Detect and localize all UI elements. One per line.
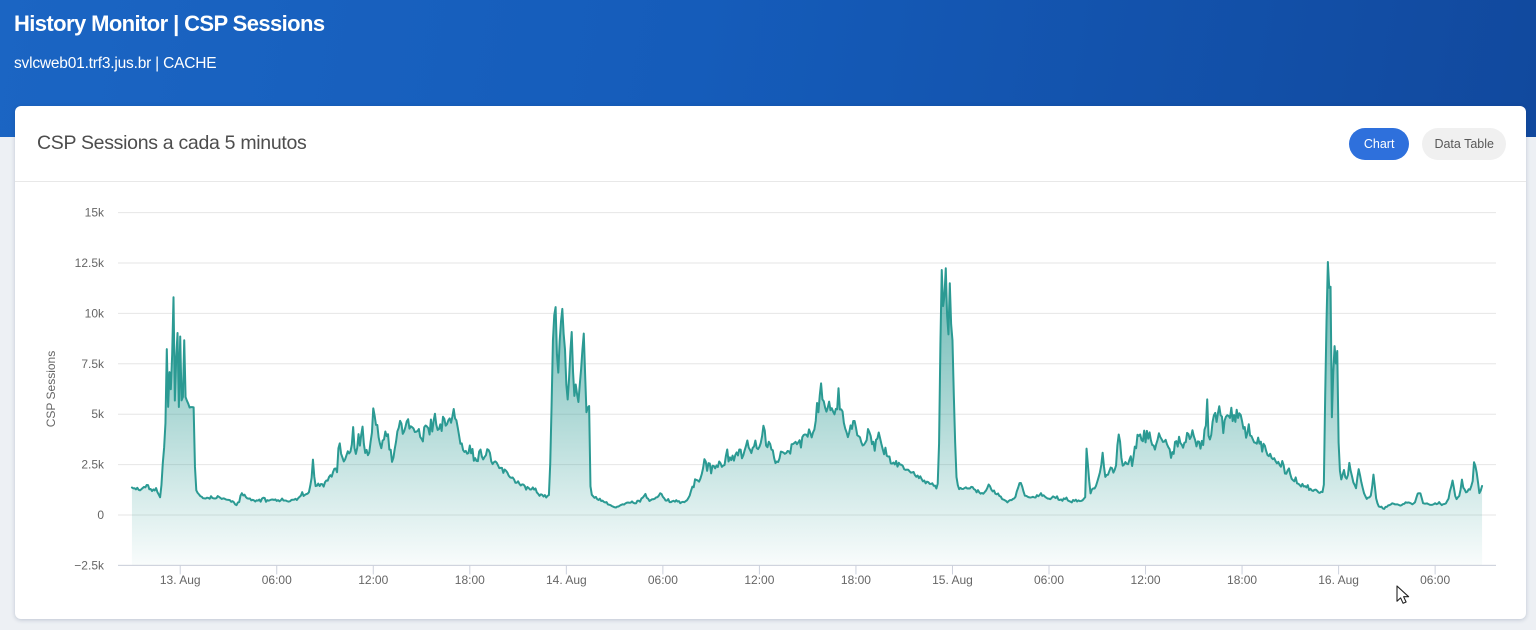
x-axis-tick-label: 18:00 xyxy=(455,573,485,587)
page-title: History Monitor | CSP Sessions xyxy=(14,11,325,36)
chart-title: CSP Sessions a cada 5 minutos xyxy=(37,132,307,154)
y-axis-tick-label: 12.5k xyxy=(75,256,105,270)
view-toggle: Chart Data Table xyxy=(1348,128,1506,160)
chart-card: CSP Sessions a cada 5 minutos Chart Data… xyxy=(15,106,1526,619)
x-axis-tick-label: 06:00 xyxy=(648,573,678,587)
y-axis-tick-label: 0 xyxy=(97,508,104,522)
x-axis-tick-label: 06:00 xyxy=(262,573,292,587)
data-table-view-button[interactable]: Data Table xyxy=(1422,128,1506,160)
sessions-area-chart[interactable]: −2.5k 0 2.5k 5k 7.5k 10k 12.5k 15k CSP Sessions 1… xyxy=(15,182,1526,619)
card-header: CSP Sessions a cada 5 minutos Chart Data… xyxy=(15,106,1526,181)
y-axis-tick-label: 7.5k xyxy=(81,357,105,371)
x-axis-tick-label: 13. Aug xyxy=(160,573,201,587)
y-axis-title: CSP Sessions xyxy=(44,351,58,427)
x-axis-tick-label: 14. Aug xyxy=(546,573,587,587)
x-axis-tick-label: 12:00 xyxy=(358,573,388,587)
x-axis-tick-label: 12:00 xyxy=(1131,573,1161,587)
y-axis-tick-label: 2.5k xyxy=(81,458,105,472)
x-axis-tick-label: 16. Aug xyxy=(1318,573,1359,587)
x-axis-tick-label: 06:00 xyxy=(1034,573,1064,587)
card-divider xyxy=(15,181,1526,182)
x-axis-tick-label: 06:00 xyxy=(1420,573,1450,587)
series-line xyxy=(130,260,1484,510)
x-axis-tick-label: 15. Aug xyxy=(932,573,973,587)
y-axis-tick-label: 15k xyxy=(85,206,105,220)
chart-view-button[interactable]: Chart xyxy=(1348,128,1410,160)
series-area xyxy=(131,261,1483,566)
page-subtitle: svlcweb01.trf3.jus.br | CACHE xyxy=(14,55,217,72)
mouse-cursor xyxy=(1396,585,1410,604)
y-axis-tick-label: 5k xyxy=(91,407,105,421)
x-axis-tick-label: 18:00 xyxy=(841,573,871,587)
x-axis-tick-label: 18:00 xyxy=(1227,573,1257,587)
x-axis-tick-label: 12:00 xyxy=(744,573,774,587)
y-axis-tick-label: −2.5k xyxy=(74,558,105,572)
y-axis-tick-label: 10k xyxy=(85,306,105,320)
